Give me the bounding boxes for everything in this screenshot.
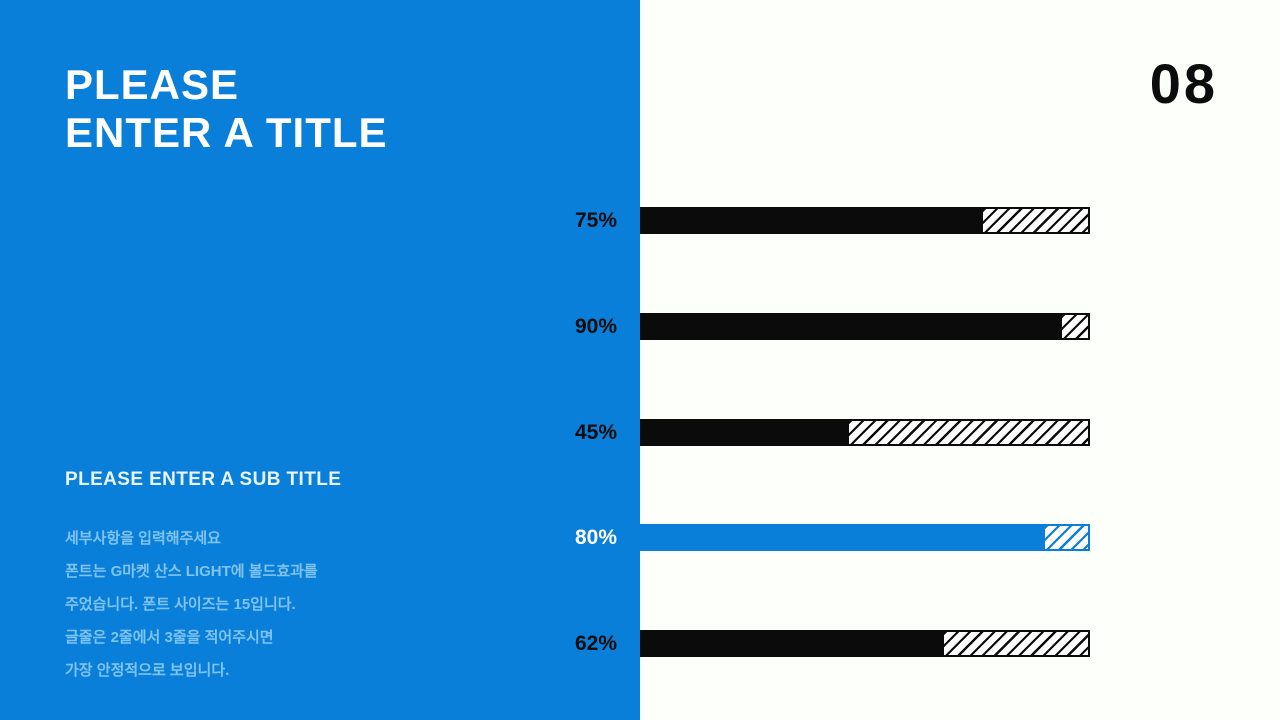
bar-hatch-remainder — [941, 630, 1090, 657]
body-line: 세부사항을 입력해주세요 — [65, 530, 221, 547]
bar-row: 62% — [0, 630, 1090, 657]
bar-track — [640, 630, 1090, 657]
bar-fill — [640, 207, 982, 234]
bar-value-label: 62% — [574, 632, 617, 655]
bar-track — [640, 419, 1090, 446]
body-text: 세부사항을 입력해주세요 폰트는 G마켓 산스 LIGHT에 볼드효과를 주었습… — [65, 522, 318, 687]
bar-track — [640, 313, 1090, 340]
bar-fill — [640, 313, 1060, 340]
bar-fill — [640, 419, 847, 446]
bar-row: 45% — [0, 419, 1090, 446]
bar-row: 75% — [0, 207, 1090, 234]
bar-track — [640, 207, 1090, 234]
bar-value-label: 80% — [574, 526, 617, 549]
page-title: PLEASE ENTER A TITLE — [65, 61, 388, 157]
body-line: 주었습니다. 폰트 사이즈는 15입니다. — [65, 596, 296, 613]
bar-hatch-remainder — [1059, 313, 1090, 340]
page-title-line-2: ENTER A TITLE — [65, 109, 388, 156]
bar-row: 80% — [0, 524, 1090, 551]
bar-hatch-remainder — [1043, 524, 1090, 551]
bar-chart: 75% 90% 45% 80% 62% — [0, 207, 1090, 657]
page-number: 08 — [1149, 52, 1218, 115]
bar-row: 90% — [0, 313, 1090, 340]
body-line: 글줄은 2줄에서 3줄을 적어주시면 — [65, 629, 274, 646]
sub-title: PLEASE ENTER A SUB TITLE — [65, 469, 342, 490]
bar-fill — [640, 630, 942, 657]
bar-fill — [640, 524, 1044, 551]
body-line: 가장 안정적으로 보입니다. — [65, 662, 230, 679]
bar-hatch-remainder — [847, 419, 1090, 446]
bar-value-label: 90% — [574, 315, 617, 338]
bar-value-label: 45% — [574, 421, 617, 444]
page-title-line-1: PLEASE — [65, 61, 240, 108]
body-line: 폰트는 G마켓 산스 LIGHT에 볼드효과를 — [65, 563, 318, 580]
left-panel: PLEASE ENTER A TITLE PLEASE ENTER A SUB … — [0, 0, 640, 720]
bar-track — [640, 524, 1090, 551]
bar-value-label: 75% — [574, 209, 617, 232]
bar-hatch-remainder — [981, 207, 1090, 234]
